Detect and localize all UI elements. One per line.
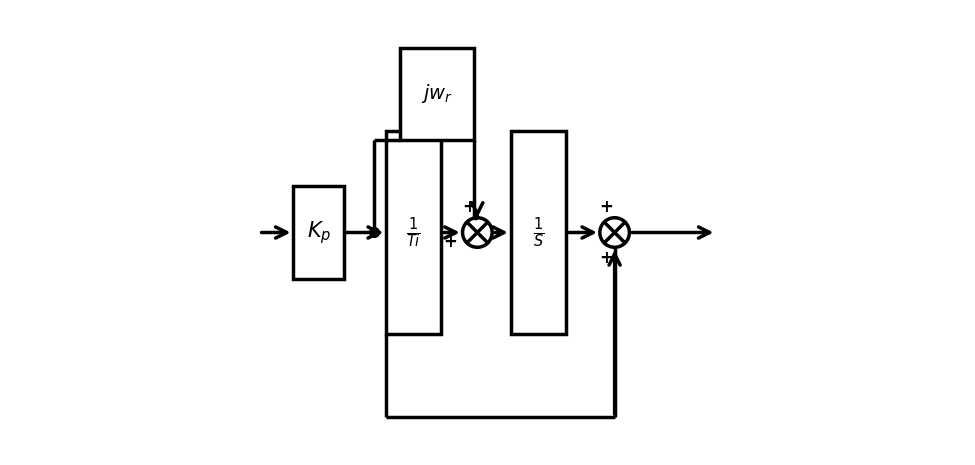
Bar [386, 131, 442, 334]
Circle shape [462, 218, 492, 247]
Text: $K_p$: $K_p$ [307, 219, 331, 246]
Text: $\frac{1}{S}$: $\frac{1}{S}$ [532, 215, 544, 250]
Text: $jw_r$: $jw_r$ [421, 82, 452, 106]
Text: +: + [600, 198, 613, 216]
Bar [400, 47, 474, 140]
Circle shape [600, 218, 630, 247]
Text: +: + [444, 233, 457, 251]
Text: +: + [462, 198, 476, 216]
Text: +: + [600, 249, 613, 267]
Bar [293, 186, 344, 279]
Bar [511, 131, 566, 334]
Text: $\frac{1}{Ti}$: $\frac{1}{Ti}$ [406, 215, 421, 250]
